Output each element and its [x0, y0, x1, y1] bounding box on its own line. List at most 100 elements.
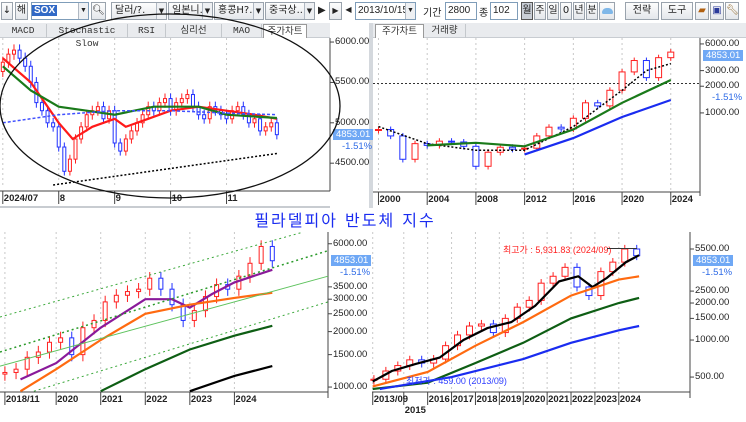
prev-button[interactable]: ◀	[343, 2, 354, 20]
chevron-down-icon[interactable]: ▼	[405, 3, 415, 19]
candle	[13, 363, 19, 380]
candle	[667, 49, 675, 61]
candle	[411, 140, 419, 163]
series-channel-upper	[0, 232, 302, 318]
chart-plot-area[interactable]	[0, 232, 332, 405]
hongkong-dropdown[interactable]: 홍콩H?. ▼	[214, 2, 264, 20]
interval-year-button[interactable]: 년	[573, 2, 585, 20]
candle	[140, 109, 145, 128]
chart-plot-area[interactable]	[0, 38, 334, 204]
play-icon: ▶	[332, 6, 339, 15]
dropdown-label: 일본니..	[172, 5, 206, 16]
panel-splitter[interactable]	[369, 23, 373, 208]
series-ma-green	[100, 324, 273, 393]
candle	[557, 124, 565, 133]
chart-plot-area[interactable]	[370, 232, 694, 405]
date-input[interactable]: 2013/10/15 ▼	[355, 2, 416, 20]
save-button[interactable]: ▣	[710, 2, 724, 20]
tab-volume[interactable]: 거래량	[424, 24, 466, 38]
hae-button[interactable]: 해	[15, 2, 28, 20]
candle	[477, 319, 485, 331]
cloud-button[interactable]	[599, 2, 615, 20]
next-button[interactable]: ▶	[329, 2, 342, 20]
series-channel-mid	[0, 249, 329, 353]
x-tick-label: 2023	[190, 394, 212, 405]
count-input[interactable]: 102	[490, 2, 518, 20]
candle	[269, 117, 274, 132]
x-tick-label: 2015	[404, 405, 426, 416]
play-icon[interactable]: ▶	[318, 5, 326, 16]
x-tick-label: 2016	[428, 394, 450, 405]
candle	[582, 99, 590, 122]
x-tick-label: 2020	[57, 394, 79, 405]
series-ma-short	[2, 57, 278, 141]
y-tick-label: 1000.00	[705, 106, 740, 118]
folder-icon: ▰	[698, 5, 706, 16]
x-tick-label: 9	[115, 193, 121, 204]
candle	[163, 93, 167, 108]
tab-rsi[interactable]: RSI	[128, 24, 166, 38]
candle	[102, 295, 108, 328]
tab-price-chart[interactable]: 주가차트	[263, 24, 307, 38]
y-tick-label: 3000.00	[705, 64, 740, 76]
chevron-down-icon: ▼	[202, 3, 212, 19]
change-percent: -1.51%	[712, 92, 743, 104]
x-tick-label: 2024	[619, 394, 641, 405]
y-tick-label: 2500.00	[333, 307, 368, 319]
count-label: 종	[479, 8, 489, 19]
candle	[191, 304, 197, 328]
dropdown-label: 중국상..	[269, 5, 303, 16]
series-ma-purple	[20, 268, 273, 381]
strategy-button[interactable]: 전략	[625, 2, 659, 20]
tab-stochastic-slow[interactable]: Stochastic Slow	[47, 24, 128, 49]
tools-button[interactable]: 도구	[661, 2, 693, 20]
interval-quarter-button[interactable]: 0	[560, 2, 572, 20]
period-input[interactable]: 2800	[445, 2, 477, 20]
chart-title: 필라델피아 반도체 지수	[254, 211, 436, 230]
chevron-down-icon[interactable]: ▼	[78, 3, 88, 19]
open-folder-button[interactable]: ▰	[695, 2, 709, 20]
y-tick-label: 6000.00	[335, 36, 370, 48]
x-tick-label: 2019	[500, 394, 522, 405]
x-tick-label: 2021	[548, 394, 570, 405]
down-button[interactable]: ↓	[1, 2, 13, 20]
x-tick-label: 2018	[476, 394, 498, 405]
series-trendline	[52, 152, 278, 186]
series-ma-mid	[427, 79, 672, 148]
x-tick-label: 2024	[235, 394, 257, 405]
symbol-input[interactable]: SOX ▼	[31, 2, 89, 20]
dropdown-label: 달러/?.	[115, 5, 146, 16]
candle	[549, 272, 557, 288]
chart-plot-area[interactable]	[373, 38, 704, 205]
candle	[594, 99, 602, 110]
x-tick-label: 8	[59, 193, 66, 204]
y-tick-label: 1500.00	[333, 348, 368, 360]
search-button[interactable]: 🔍︎	[91, 2, 106, 20]
candle	[123, 134, 128, 156]
currency-dropdown[interactable]: 달러/?. ▼	[111, 2, 167, 20]
x-tick-label: 2021	[101, 394, 123, 405]
chevron-down-icon: ▼	[304, 3, 314, 19]
tab-price-chart[interactable]: 주가차트	[375, 24, 424, 38]
change-percent: -1.51%	[702, 266, 733, 278]
candle	[269, 240, 275, 268]
china-dropdown[interactable]: 중국상.. ▼	[265, 2, 315, 20]
settings-button[interactable]: 🔧︎	[725, 2, 739, 20]
candle	[2, 366, 8, 381]
interval-day-button[interactable]: 일	[547, 2, 559, 20]
x-tick-label: 2024/07	[3, 193, 39, 204]
x-tick-label: 2008	[476, 194, 499, 205]
tab-mao[interactable]: MAO	[222, 24, 262, 38]
series-ma-orange	[19, 291, 273, 393]
series-channel-lower	[33, 301, 329, 392]
change-percent: -1.51%	[340, 266, 371, 278]
tab-macd[interactable]: MACD	[0, 24, 47, 38]
interval-minute-button[interactable]: 분	[586, 2, 598, 20]
interval-month-button[interactable]: 월	[521, 2, 533, 20]
candle	[158, 272, 164, 296]
x-tick-label: 2016	[574, 194, 596, 205]
y-tick-label: 2000.00	[705, 80, 740, 92]
interval-week-button[interactable]: 주	[534, 2, 546, 20]
y-tick-label: 3000.00	[333, 293, 368, 305]
tab-psychological-line[interactable]: 심리선	[166, 24, 222, 38]
